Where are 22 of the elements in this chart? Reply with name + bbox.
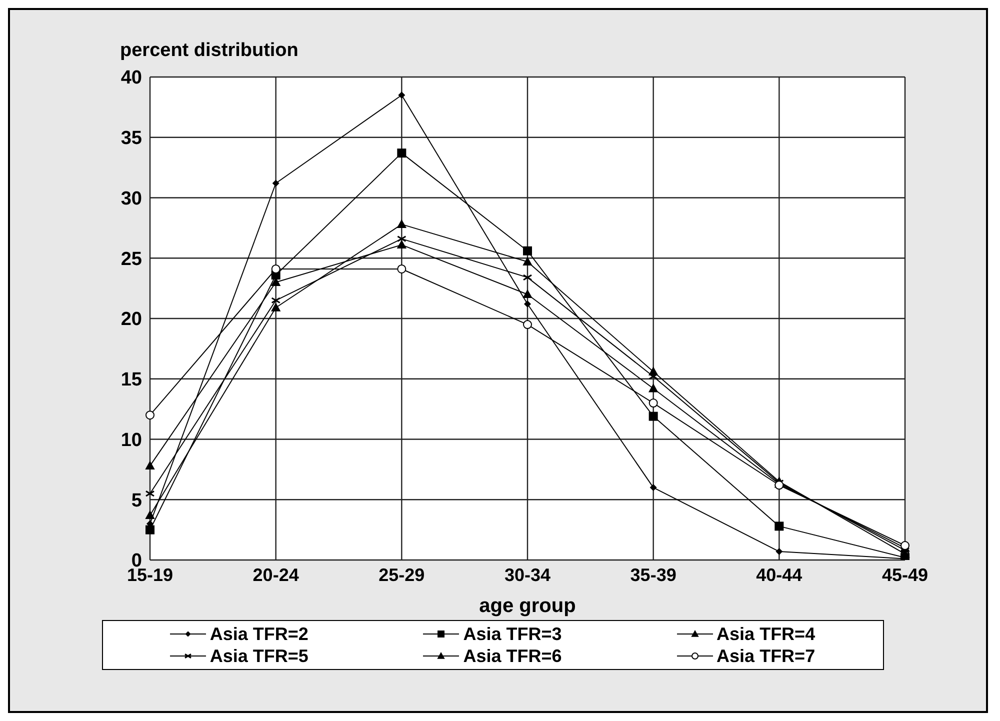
- y-tick-label: 35: [120, 128, 142, 150]
- y-tick-label: 20: [120, 309, 142, 330]
- x-tick-label: 30-34: [504, 564, 551, 585]
- x-tick-label: 40-44: [756, 564, 802, 585]
- x-tick-label: 45-49: [882, 564, 928, 585]
- y-tick-label: 40: [120, 68, 142, 89]
- x-tick-label: 20-24: [252, 564, 299, 585]
- legend-label: Asia TFR=7: [716, 645, 816, 667]
- x-tick-label: 35-39: [630, 564, 676, 585]
- legend-label: Asia TFR=5: [210, 645, 308, 667]
- x-axis-title: age group: [479, 595, 576, 617]
- y-tick-label: 5: [131, 490, 142, 512]
- y-axis-title: percent distribution: [120, 40, 298, 62]
- legend-label: Asia TFR=6: [463, 645, 562, 667]
- y-tick-label: 15: [120, 370, 142, 391]
- y-tick-label: 30: [120, 188, 142, 210]
- x-tick-label: 25-29: [378, 564, 425, 585]
- legend-label: Asia TFR=3: [463, 623, 562, 645]
- legend-label: Asia TFR=4: [716, 623, 816, 645]
- y-tick-label: 25: [120, 248, 142, 270]
- legend-label: Asia TFR=2: [210, 623, 308, 645]
- y-tick-label: 10: [120, 430, 142, 451]
